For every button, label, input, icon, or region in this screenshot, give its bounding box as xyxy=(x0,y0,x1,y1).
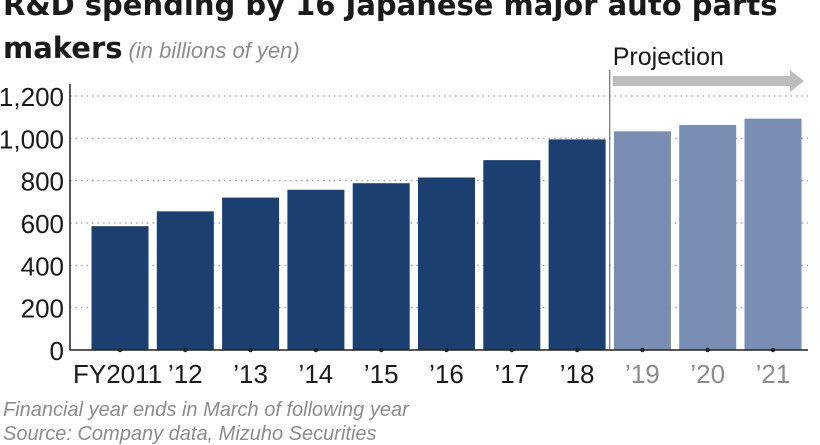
y-tick-label: 200 xyxy=(21,294,64,324)
y-tick-label: 800 xyxy=(21,167,64,197)
bar xyxy=(613,131,671,350)
source-note: Source: Company data, Mizuho Securities xyxy=(3,423,377,445)
chart-subtitle: (in billions of yen) xyxy=(128,38,300,63)
x-tick-label: ’14 xyxy=(299,359,334,389)
x-tick-dot xyxy=(444,347,449,353)
chart-title-line2: makers (in billions of yen) xyxy=(3,34,300,63)
bar xyxy=(418,177,475,350)
bar xyxy=(679,124,737,350)
x-tick-label: ’19 xyxy=(625,359,660,389)
x-tick-dot xyxy=(640,347,645,353)
x-tick-label: FY2011 xyxy=(73,359,162,389)
x-tick-dot xyxy=(313,347,319,353)
x-tick-dot xyxy=(770,347,776,353)
x-tick-label: ’12 xyxy=(168,359,203,389)
projection-label: Projection xyxy=(613,43,724,71)
x-tick-label: ’13 xyxy=(233,359,268,389)
y-tick-label: 1,200 xyxy=(0,82,64,112)
x-tick-label: ’16 xyxy=(429,359,464,389)
bar-chart: 0 200 400 600 800 1,000 1,200 FY2011’12 ’13 ’14 ’1… xyxy=(0,43,808,389)
chart-title: R&D spending by 16 Japanese major auto p… xyxy=(3,0,778,22)
bar xyxy=(287,189,345,350)
x-tick-dot xyxy=(705,347,710,353)
x-tick-label: ’15 xyxy=(364,359,399,389)
x-tick-dot xyxy=(509,347,514,353)
x-tick-dot xyxy=(379,347,384,353)
bar xyxy=(744,118,802,350)
x-tick-dot xyxy=(117,347,123,353)
bar xyxy=(91,226,149,350)
x-tick-label: ’20 xyxy=(690,359,725,389)
x-tick-label: ’17 xyxy=(494,359,529,389)
bar xyxy=(352,183,410,350)
y-tick-label: 400 xyxy=(21,251,64,281)
y-tick-label: 0 xyxy=(50,336,64,366)
bar xyxy=(548,139,606,350)
x-tick-label: ’18 xyxy=(560,359,595,389)
x-tick-dot xyxy=(183,347,188,353)
x-tick-label: ’21 xyxy=(756,359,791,389)
footnote: Financial year ends in March of followin… xyxy=(3,399,409,421)
chart-title-continued: makers xyxy=(3,31,123,65)
bar xyxy=(222,197,280,350)
bar xyxy=(483,160,541,350)
y-tick-label: 600 xyxy=(21,209,64,239)
x-tick-dot xyxy=(248,347,253,353)
x-tick-dot xyxy=(574,347,580,353)
bar xyxy=(156,211,214,350)
projection-arrow xyxy=(612,70,804,92)
y-tick-label: 1,000 xyxy=(0,124,64,154)
